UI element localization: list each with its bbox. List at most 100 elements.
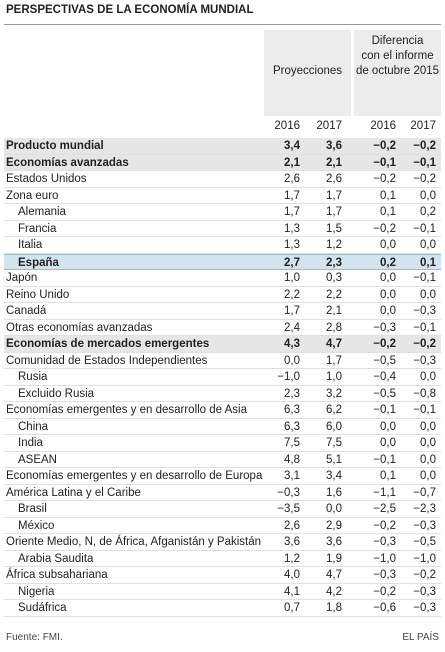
cell-value: 3,6 bbox=[326, 536, 342, 548]
cell-value: 1,5 bbox=[326, 222, 342, 235]
source: Fuente: FMI. bbox=[6, 632, 63, 643]
cell-value: −0,2 bbox=[373, 519, 396, 532]
cell-value: 2,6 bbox=[284, 519, 300, 532]
header-block bbox=[264, 30, 351, 116]
cell-value: −0,3 bbox=[373, 321, 396, 334]
table-row: Italia 1,3 1,2 0,0 0,0 bbox=[4, 237, 441, 254]
cell-value: 4,3 bbox=[284, 338, 300, 350]
cell-value: −0,3 bbox=[413, 602, 436, 614]
cell-value: 0,2 bbox=[380, 256, 396, 269]
cell-value: 2,6 bbox=[326, 173, 342, 185]
cell-value: −0,2 bbox=[413, 569, 436, 581]
cell-value: 3,6 bbox=[326, 140, 342, 152]
cell-value: 3,4 bbox=[326, 470, 342, 482]
cell-value: 1,7 bbox=[326, 206, 342, 218]
table-row: Otras economías avanzadas 2,4 2,8 −0,3 −0,1 bbox=[4, 320, 441, 336]
table-row: Excluido Rusia 2,3 3,2 −0,5 −0,8 bbox=[4, 386, 441, 402]
table-row: Zona euro 1,7 1,7 0,1 0,0 bbox=[4, 188, 441, 204]
cell-value: 1,7 bbox=[326, 354, 342, 367]
cell-value: −3,5 bbox=[277, 503, 300, 515]
cell-value: 5,1 bbox=[326, 453, 342, 466]
cell-value: 1,8 bbox=[326, 602, 342, 614]
cell-value: 2,1 bbox=[326, 156, 342, 169]
cell-value: −0,1 bbox=[413, 156, 436, 169]
group-label: Proyecciones bbox=[272, 65, 343, 77]
row-label: Alemania bbox=[18, 206, 66, 218]
cell-value: 0,0 bbox=[420, 239, 436, 251]
cell-value: −0,7 bbox=[413, 486, 436, 499]
rule bbox=[4, 24, 441, 25]
table-row: México 2,6 2,9 −0,2 −0,3 bbox=[4, 518, 441, 534]
cell-value: 6,3 bbox=[284, 404, 300, 416]
cell-value: 1,9 bbox=[326, 552, 342, 565]
cell-value: −0,1 bbox=[373, 404, 396, 416]
cell-value: 0,0 bbox=[284, 354, 300, 367]
table-row: Economías emergentes y en desarrollo de … bbox=[4, 402, 441, 419]
cell-value: 0,0 bbox=[380, 288, 396, 301]
cell-value: −0,5 bbox=[413, 536, 436, 548]
row-label: África subsahariana bbox=[6, 569, 108, 581]
cell-value: 0,0 bbox=[420, 420, 436, 433]
cell-value: 1,2 bbox=[326, 239, 342, 251]
row-label: Comunidad de Estados Independientes bbox=[6, 354, 208, 367]
cell-value: −0,1 bbox=[373, 453, 396, 466]
row-label: Economías avanzadas bbox=[6, 156, 129, 169]
table-row: Economías emergentes y en desarrollo de … bbox=[4, 468, 441, 485]
group-line: Diferencia bbox=[371, 35, 424, 47]
row-label: Economías emergentes y en desarrollo de … bbox=[6, 404, 247, 416]
cell-value: −2,3 bbox=[413, 503, 436, 515]
cell-value: −0,2 bbox=[373, 585, 396, 598]
cell-value: 0,0 bbox=[420, 453, 436, 466]
table-row: Nigeria 4,1 4,2 −0,2 −0,3 bbox=[4, 584, 441, 600]
cell-value: −0,4 bbox=[373, 371, 396, 383]
cell-value: 2,3 bbox=[284, 387, 300, 400]
row-label: Economías de mercados emergentes bbox=[6, 338, 210, 350]
cell-value: −0,5 bbox=[373, 354, 396, 367]
row-label: Producto mundial bbox=[6, 140, 104, 152]
cell-value: −0,3 bbox=[413, 305, 436, 317]
row-label: Estados Unidos bbox=[6, 173, 87, 185]
year: 2016 bbox=[274, 120, 300, 132]
cell-value: 1,0 bbox=[326, 371, 342, 383]
cell-value: 1,7 bbox=[284, 189, 300, 202]
table-row: Producto mundial 3,4 3,6 −0,2 −0,2 bbox=[4, 138, 441, 155]
cell-value: −0,6 bbox=[373, 602, 396, 614]
cell-value: 0,1 bbox=[420, 256, 436, 269]
year: 2017 bbox=[316, 120, 342, 132]
cell-value: −1,0 bbox=[277, 371, 300, 383]
cell-value: −0,1 bbox=[413, 272, 436, 284]
row-label: Brasil bbox=[18, 503, 47, 515]
cell-value: 1,0 bbox=[284, 272, 300, 284]
row-label: Economías emergentes y en desarrollo de … bbox=[6, 470, 263, 482]
cell-value: 1,2 bbox=[284, 552, 300, 565]
table-row: Economías avanzadas 2,1 2,1 −0,1 −0,1 bbox=[4, 154, 441, 171]
table-row: Brasil −3,5 0,0 −2,5 −2,3 bbox=[4, 501, 441, 518]
cell-value: 4,7 bbox=[326, 569, 342, 581]
cell-value: 2,9 bbox=[326, 519, 342, 532]
cell-value: 6,2 bbox=[326, 404, 342, 416]
table-row: Economías de mercados emergentes 4,3 4,7 −0… bbox=[4, 336, 441, 353]
row-label: Otras economías avanzadas bbox=[6, 321, 153, 334]
year: 2017 bbox=[410, 120, 436, 132]
table-row: India 7,5 7,5 0,0 0,0 bbox=[4, 435, 441, 452]
cell-value: −0,2 bbox=[413, 140, 436, 152]
cell-value: 6,0 bbox=[326, 420, 342, 433]
cell-value: −0,1 bbox=[413, 404, 436, 416]
table-row: Arabia Saudita 1,2 1,9 −1,0 −1,0 bbox=[4, 551, 441, 567]
cell-value: 0,3 bbox=[326, 272, 342, 284]
cell-value: 4,1 bbox=[284, 585, 300, 598]
cell-value: 1,7 bbox=[284, 206, 300, 218]
title: PERSPECTIVAS DE LA ECONOMÍA MUNDIAL bbox=[6, 4, 254, 16]
cell-value: −0,3 bbox=[277, 486, 300, 499]
row-label: Reino Unido bbox=[6, 288, 70, 301]
cell-value: −1,1 bbox=[373, 486, 396, 499]
cell-value: −0,2 bbox=[373, 140, 396, 152]
cell-value: −0,2 bbox=[373, 173, 396, 185]
table-row: Sudáfrica 0,7 1,8 −0,6 −0,3 bbox=[4, 600, 441, 617]
cell-value: 0,0 bbox=[420, 371, 436, 383]
cell-value: 2,2 bbox=[284, 288, 300, 301]
cell-value: 4,0 bbox=[284, 569, 300, 581]
cell-value: −0,3 bbox=[413, 585, 436, 598]
row-label: España bbox=[18, 256, 59, 269]
year: 2016 bbox=[370, 120, 396, 132]
